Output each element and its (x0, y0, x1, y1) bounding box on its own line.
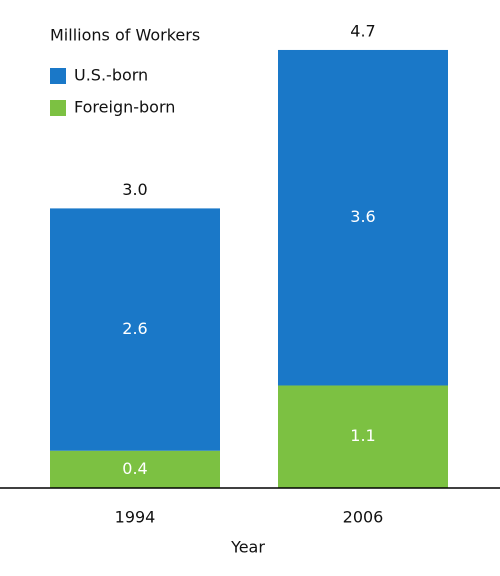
x-tick-label: 1994 (115, 508, 156, 527)
chart-title: Millions of Workers (50, 26, 200, 45)
x-tick-label: 2006 (343, 508, 384, 527)
bar-segment (278, 385, 448, 488)
legend-label: Foreign-born (74, 98, 175, 117)
bar-segment (278, 49, 448, 386)
bar-segment (50, 450, 220, 488)
data-label: 3.6 (350, 207, 375, 226)
legend-swatch (50, 100, 66, 116)
data-label: 1.1 (350, 426, 375, 445)
x-axis-label: Year (230, 538, 265, 557)
total-label: 4.7 (350, 21, 375, 40)
total-label: 3.0 (122, 180, 147, 199)
legend-label: U.S.-born (74, 66, 148, 85)
data-label: 2.6 (122, 319, 147, 338)
bar-segment (50, 208, 220, 451)
legend-swatch (50, 68, 66, 84)
data-label: 0.4 (122, 459, 147, 478)
